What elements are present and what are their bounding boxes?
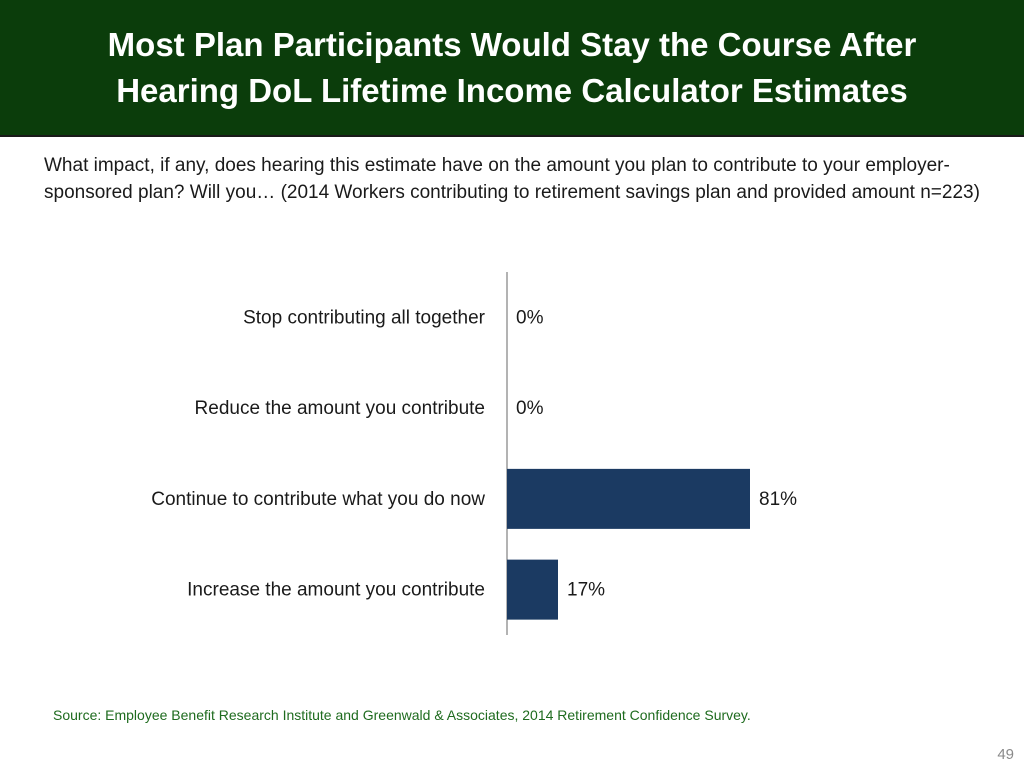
survey-question: What impact, if any, does hearing this e… <box>44 155 980 203</box>
category-label: Continue to contribute what you do now <box>151 489 485 510</box>
data-label: 0% <box>516 307 544 328</box>
data-label: 0% <box>516 398 544 419</box>
data-label: 81% <box>759 489 797 510</box>
data-label: 17% <box>567 580 605 601</box>
slide-title: Most Plan Participants Would Stay the Co… <box>107 25 917 109</box>
source-note: Source: Employee Benefit Research Instit… <box>53 707 751 723</box>
title-bar: Most Plan Participants Would Stay the Co… <box>0 0 1024 137</box>
bar-chart: Stop contributing all together 0% Reduce t… <box>151 272 797 635</box>
category-label: Stop contributing all together <box>243 307 486 328</box>
category-label: Reduce the amount you contribute <box>195 398 485 419</box>
page-number: 49 <box>997 746 1014 763</box>
bar <box>507 559 558 620</box>
bar <box>507 468 750 529</box>
category-label: Increase the amount you contribute <box>187 580 485 601</box>
